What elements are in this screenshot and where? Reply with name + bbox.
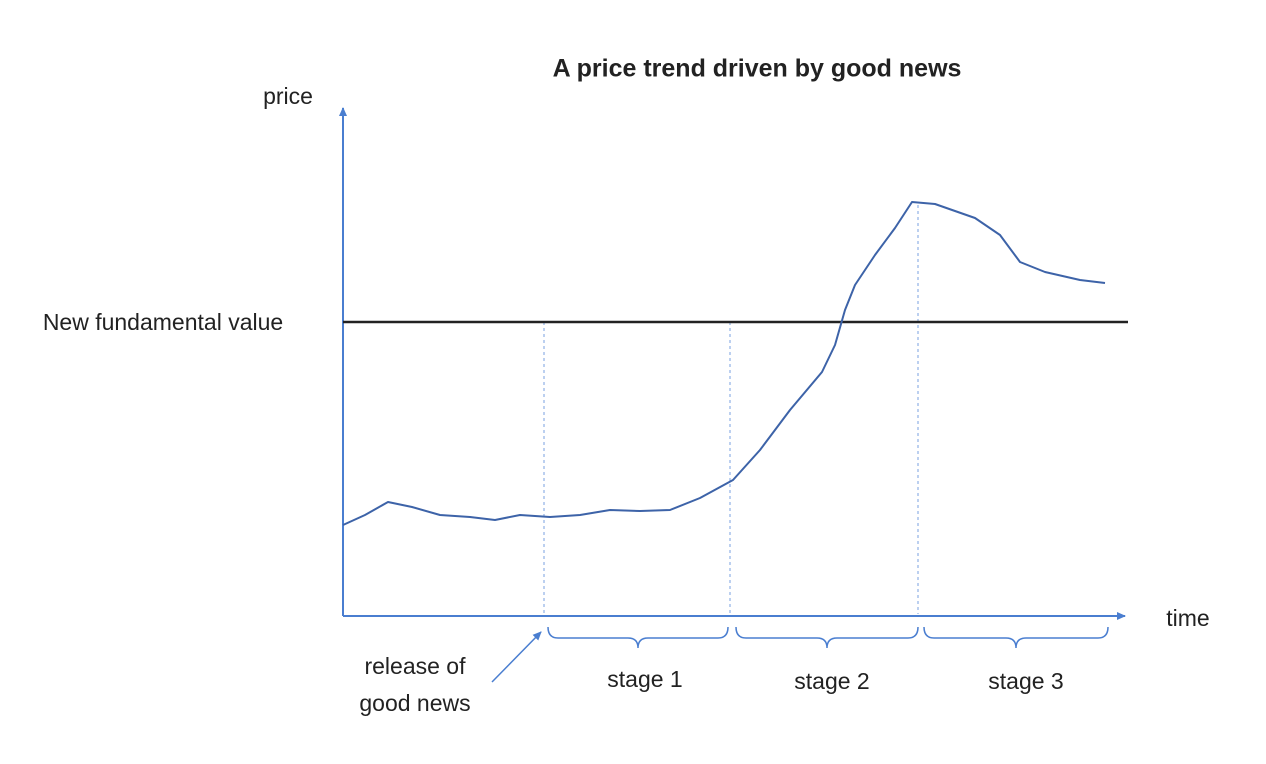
reference-label: New fundamental value <box>43 309 283 335</box>
y-axis-label: price <box>263 83 313 109</box>
stage-brace <box>735 626 919 649</box>
title: A price trend driven by good news <box>553 55 962 83</box>
x-axis-label: time <box>1166 605 1209 631</box>
stage-brace <box>547 626 729 649</box>
stage-label: stage 1 <box>607 666 682 692</box>
price-curve <box>342 201 1106 526</box>
annotation-arrow <box>491 631 542 683</box>
stage-brace <box>923 626 1109 649</box>
annotation-text: release of <box>364 653 466 679</box>
annotation-text: good news <box>359 690 470 716</box>
stage-label: stage 2 <box>794 668 869 694</box>
stage-label: stage 3 <box>988 668 1063 694</box>
